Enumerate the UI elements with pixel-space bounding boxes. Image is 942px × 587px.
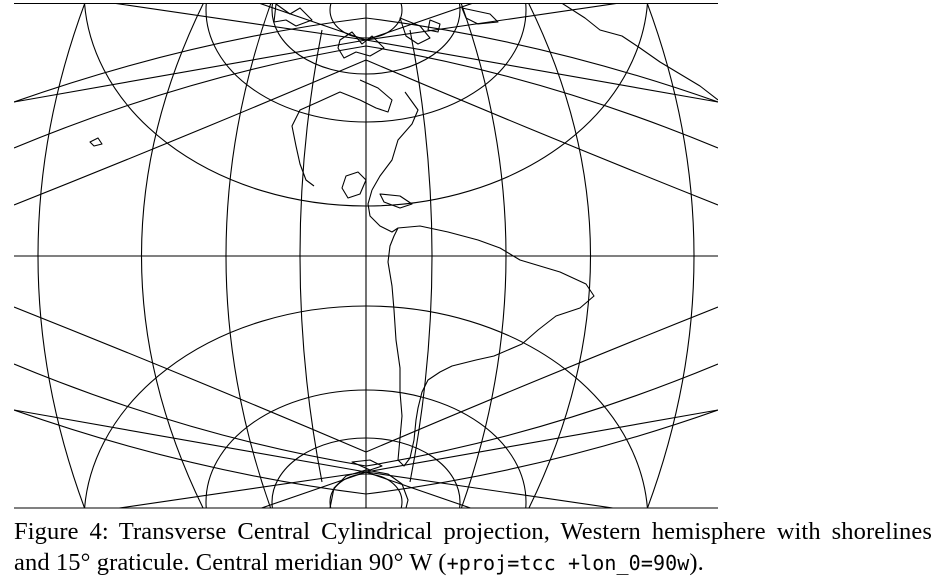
small-circle — [84, 305, 648, 508]
shoreline — [560, 3, 718, 101]
shoreline — [341, 171, 367, 199]
parallel-line — [14, 363, 718, 467]
meridian-line — [460, 3, 507, 508]
shoreline — [89, 137, 103, 147]
shoreline — [329, 469, 409, 508]
parallel-line — [14, 409, 718, 495]
shoreline — [399, 17, 431, 45]
meridian-line — [14, 409, 367, 473]
map-plot — [14, 3, 718, 509]
meridian-line — [108, 3, 367, 41]
figure-label: Figure 4: — [14, 518, 109, 545]
small-circle — [271, 437, 461, 508]
meridian-line — [365, 471, 617, 508]
caption-text: Transverse Central Cylindrical projectio… — [14, 518, 932, 576]
meridian-line — [365, 409, 718, 473]
shoreline — [291, 79, 393, 187]
shoreline — [337, 31, 385, 59]
small-circle — [84, 3, 648, 207]
meridian-line — [365, 3, 624, 41]
meridian-line — [365, 471, 473, 508]
small-circle — [205, 3, 527, 123]
small-circle — [329, 3, 403, 39]
meridian-line — [37, 3, 86, 508]
meridian-line — [299, 29, 323, 483]
meridian-line — [257, 3, 367, 41]
meridian-line — [259, 471, 367, 508]
small-circle — [205, 389, 527, 508]
shoreline — [351, 459, 383, 471]
shoreline — [379, 193, 413, 209]
caption-text-end: ). — [689, 549, 704, 576]
meridian-line — [646, 3, 695, 508]
caption-code: +proj=tcc +lon_0=90w — [446, 551, 690, 575]
small-circle — [271, 3, 461, 75]
parallel-line — [14, 45, 718, 149]
meridian-line — [527, 3, 592, 508]
meridian-line — [225, 3, 272, 508]
meridian-line — [409, 29, 433, 483]
small-circle — [329, 473, 403, 508]
shoreline — [387, 225, 595, 467]
parallel-line — [14, 306, 718, 453]
shoreline — [273, 3, 313, 27]
parallel-line — [14, 17, 718, 103]
shoreline — [461, 7, 499, 25]
meridian-line — [365, 3, 475, 41]
shoreline — [371, 91, 419, 191]
meridian-line — [14, 39, 367, 103]
shoreline — [367, 189, 399, 233]
figure-caption: Figure 4: Transverse Central Cylindrical … — [14, 516, 932, 579]
meridian-line — [115, 471, 367, 508]
parallel-line — [14, 59, 718, 206]
meridian-line — [365, 39, 718, 103]
shoreline — [427, 19, 441, 33]
meridian-line — [140, 3, 205, 508]
